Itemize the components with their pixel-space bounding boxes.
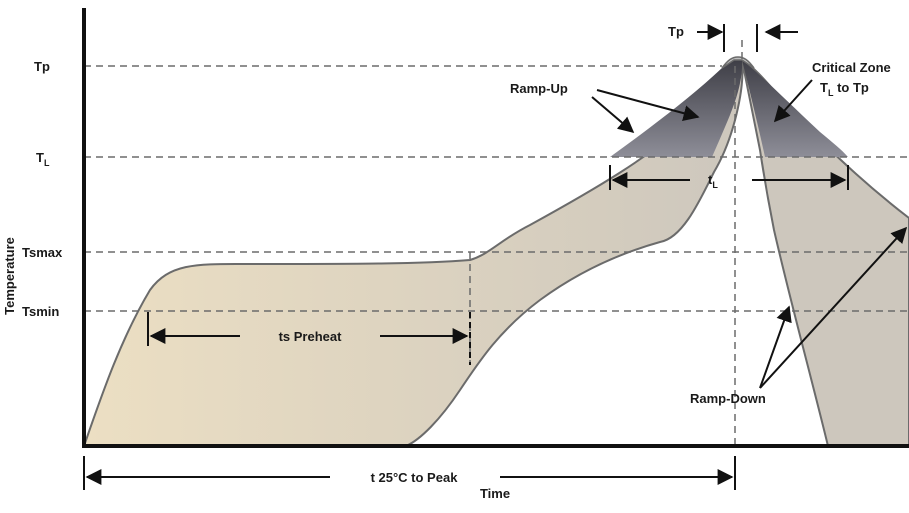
critical-zone-label-1: Critical Zone: [812, 60, 891, 75]
dashed-guides: [84, 40, 909, 446]
critical-zone-left: [610, 60, 743, 157]
y-label-tsmin: Tsmin: [22, 304, 59, 319]
y-axis-title: Temperature: [2, 237, 17, 315]
ramp-down-arrow-1: [759, 305, 792, 389]
ramp-up-arrow-1: [591, 96, 635, 134]
tp-width-label: Tp: [668, 24, 684, 39]
preheat-label: ts Preheat: [279, 329, 343, 344]
t25-to-peak-label: t 25°C to Peak: [371, 470, 459, 485]
ramp-up-arrow-2: [596, 89, 700, 122]
ramp-down-arrow-2: [759, 226, 908, 389]
ramp-down-label: Ramp-Down: [690, 391, 766, 406]
left-profile-band: [82, 59, 744, 447]
y-label-tsmax: Tsmax: [22, 245, 63, 260]
x-axis-title: Time: [480, 486, 510, 501]
peak-cap: [721, 56, 755, 69]
ramp-up-label: Ramp-Up: [510, 81, 568, 96]
critical-zone-right: [742, 60, 848, 157]
y-label-tp: Tp: [34, 59, 50, 74]
tl-span-label: tL: [708, 172, 718, 190]
y-label-tl: TL: [36, 150, 50, 168]
critical-zone-arrow: [773, 79, 813, 123]
critical-zone-label-2: TL to Tp: [820, 80, 869, 98]
